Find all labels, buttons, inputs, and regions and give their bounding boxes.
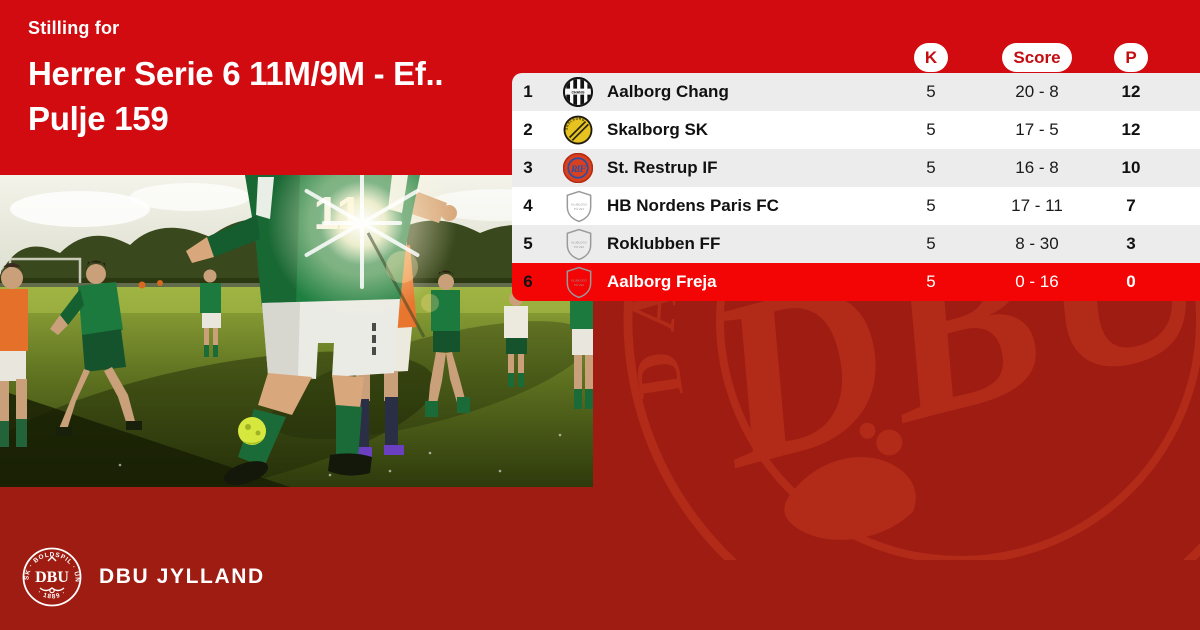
match-photo-illustration: 11 bbox=[0, 175, 593, 487]
footer-brand-lockup: DANSK · BOLDSPIL · UNION · 1889 · DBU DB… bbox=[22, 546, 265, 608]
eyebrow-text: Stilling for bbox=[28, 18, 120, 38]
score-cell: 8 - 30 bbox=[1015, 234, 1059, 253]
score-cell: 20 - 8 bbox=[1015, 82, 1059, 101]
svg-text:KLUBLOGO: KLUBLOGO bbox=[571, 240, 588, 244]
position-cell: 1 bbox=[523, 82, 533, 101]
column-header-row: K Score P bbox=[512, 43, 1200, 73]
svg-text:KLUBLOGO: KLUBLOGO bbox=[571, 278, 588, 282]
skalborg-sk-badge-icon: SKALBORG bbox=[544, 111, 593, 149]
brand-text: DBU JYLLAND bbox=[99, 565, 265, 588]
column-header-matches: K bbox=[914, 43, 948, 72]
position-cell: 4 bbox=[523, 196, 533, 215]
points-cell: 7 bbox=[1126, 196, 1136, 215]
dbu-logo: DANSK · BOLDSPIL · UNION · 1889 · DBU bbox=[22, 546, 82, 607]
matches-cell: 5 bbox=[926, 158, 936, 177]
match-photo: 11 bbox=[0, 175, 593, 487]
score-cell: 0 - 16 bbox=[1015, 272, 1059, 291]
score-cell: 17 - 11 bbox=[1011, 196, 1063, 215]
standings-table: K Score P 1 CHANG Aalborg Chang 5 20 - 8… bbox=[512, 43, 1200, 301]
matches-cell: 5 bbox=[926, 120, 936, 139]
page-title-line1: Herrer Serie 6 11M/9M - Ef.. bbox=[28, 55, 444, 92]
svg-text:PÅ VEJ: PÅ VEJ bbox=[574, 282, 584, 287]
matches-cell: 5 bbox=[926, 272, 936, 291]
svg-text:DBU: DBU bbox=[35, 569, 69, 586]
title-block: Stilling for Herrer Serie 6 11M/9M - Ef.… bbox=[28, 18, 444, 141]
st-restrup-if-badge-icon: RIF bbox=[544, 149, 593, 187]
svg-text:PÅ VEJ: PÅ VEJ bbox=[574, 206, 584, 211]
aalborg-chang-badge-icon: CHANG bbox=[544, 73, 593, 111]
position-cell: 3 bbox=[523, 158, 533, 177]
team-name-cell: Aalborg Freja bbox=[607, 272, 717, 291]
table-row: 6 KLUBLOGO PÅ VEJ Aalborg Freja 5 0 - 16… bbox=[512, 263, 1200, 301]
table-row: 2 SKALBORG Skalborg SK 5 17 - 5 12 bbox=[512, 111, 1200, 149]
standings-rows: 1 CHANG Aalborg Chang 5 20 - 8 12 2 SKAL… bbox=[512, 73, 1200, 301]
points-cell: 3 bbox=[1126, 234, 1136, 253]
score-cell: 17 - 5 bbox=[1015, 120, 1059, 139]
matches-cell: 5 bbox=[926, 234, 936, 253]
team-name-cell: Skalborg SK bbox=[607, 120, 709, 139]
position-cell: 6 bbox=[523, 272, 533, 291]
svg-text:KLUBLOGO: KLUBLOGO bbox=[571, 202, 588, 206]
points-cell: 12 bbox=[1121, 120, 1141, 139]
matches-cell: 5 bbox=[926, 82, 936, 101]
points-cell: 0 bbox=[1126, 272, 1136, 291]
table-row: 1 CHANG Aalborg Chang 5 20 - 8 12 bbox=[512, 73, 1200, 111]
matches-cell: 5 bbox=[926, 196, 936, 215]
klublogo-placeholder-badge-icon: KLUBLOGO PÅ VEJ bbox=[544, 225, 593, 263]
column-header-score: Score bbox=[1002, 43, 1072, 72]
team-name-cell: Aalborg Chang bbox=[607, 82, 729, 101]
table-row: 5 KLUBLOGO PÅ VEJ Roklubben FF 5 8 - 30 … bbox=[512, 225, 1200, 263]
page-title-line2: Pulje 159 bbox=[28, 100, 169, 137]
points-cell: 12 bbox=[1121, 82, 1141, 101]
position-cell: 5 bbox=[523, 234, 533, 253]
svg-text:RIF: RIF bbox=[570, 164, 587, 175]
svg-text:PÅ VEJ: PÅ VEJ bbox=[574, 244, 584, 249]
svg-text:· 1889 ·: · 1889 · bbox=[36, 589, 68, 601]
points-cell: 10 bbox=[1121, 158, 1141, 177]
klublogo-placeholder-badge-icon: KLUBLOGO PÅ VEJ bbox=[544, 187, 593, 225]
team-name-cell: St. Restrup IF bbox=[607, 158, 718, 177]
klublogo-placeholder-badge-icon: KLUBLOGO PÅ VEJ bbox=[544, 263, 593, 301]
team-name-cell: HB Nordens Paris FC bbox=[607, 196, 779, 215]
table-row: 4 KLUBLOGO PÅ VEJ HB Nordens Paris FC 5 … bbox=[512, 187, 1200, 225]
column-header-points: P bbox=[1114, 43, 1148, 72]
score-cell: 16 - 8 bbox=[1015, 158, 1059, 177]
team-name-cell: Roklubben FF bbox=[607, 234, 721, 253]
position-cell: 2 bbox=[523, 120, 533, 139]
table-row: 3 RIF St. Restrup IF 5 16 - 8 10 bbox=[512, 149, 1200, 187]
svg-text:CHANG: CHANG bbox=[571, 91, 584, 95]
